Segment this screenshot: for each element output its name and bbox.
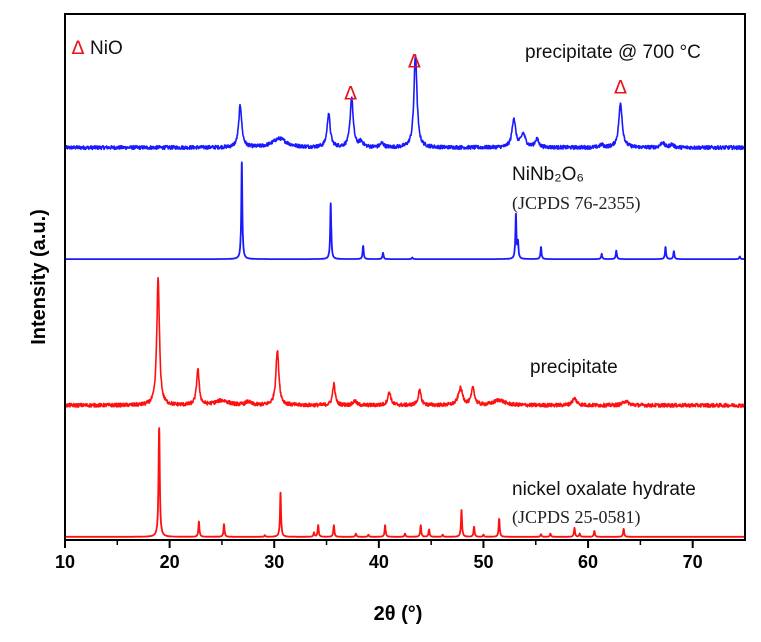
x-tick-label: 50	[473, 552, 493, 572]
nio-markers: Δ Δ Δ	[344, 51, 627, 105]
label-nickel-oxalate-jcpds: (JCPDS 25-0581)	[512, 507, 641, 528]
series-line-3	[64, 427, 746, 538]
label-ninb2o6: NiNb₂O₆	[512, 164, 584, 185]
legend-nio-marker: Δ	[72, 37, 85, 59]
nio-peak-marker: Δ	[344, 83, 357, 105]
series-line-1	[64, 161, 746, 260]
nio-peak-marker: Δ	[614, 76, 627, 98]
x-tick-label: 10	[55, 552, 75, 572]
x-tick-label: 70	[683, 552, 703, 572]
x-axis: 10 20 30 40 50 60 70	[55, 540, 703, 572]
series-line-0	[64, 54, 746, 151]
plot-frame	[64, 13, 746, 541]
legend-nio-label: NiO	[90, 38, 123, 59]
x-axis-title: 2θ (°)	[374, 603, 423, 625]
x-tick-label: 30	[264, 552, 284, 572]
label-precipitate-700: precipitate @ 700 °C	[525, 42, 701, 63]
x-tick-label: 60	[578, 552, 598, 572]
label-nickel-oxalate: nickel oxalate hydrate	[512, 479, 696, 500]
y-axis-title: Intensity (a.u.)	[28, 209, 50, 345]
x-tick-label: 20	[160, 552, 180, 572]
series-line-2	[65, 276, 746, 408]
nio-peak-marker: Δ	[408, 51, 421, 73]
label-ninb2o6-jcpds: (JCPDS 76-2355)	[512, 193, 641, 214]
series-layer	[64, 54, 746, 538]
x-tick-label: 40	[369, 552, 389, 572]
label-precipitate: precipitate	[530, 357, 618, 378]
